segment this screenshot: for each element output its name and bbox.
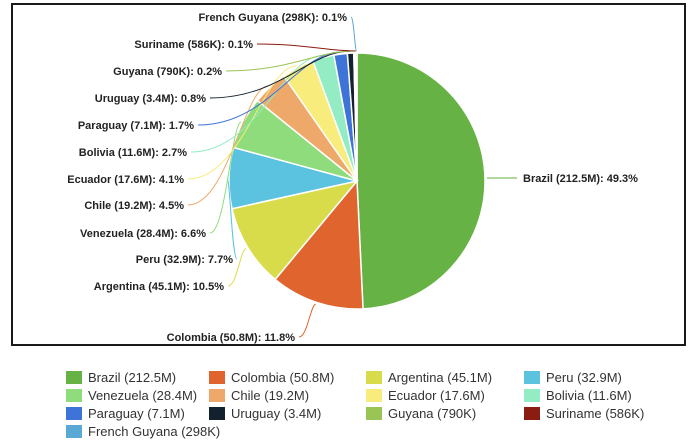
slice-label-suriname: Suriname (586K): 0.1%	[134, 39, 253, 51]
legend-label: Paraguay (7.1M)	[88, 405, 185, 421]
legend-item-suriname[interactable]: Suriname (586K)	[524, 405, 664, 421]
leader-line-colombia	[298, 303, 317, 338]
legend-label: Venezuela (28.4M)	[88, 387, 198, 403]
slice-label-bolivia: Bolivia (11.6M): 2.7%	[79, 147, 187, 159]
leader-line-suriname	[256, 43, 356, 52]
legend-swatch	[209, 388, 225, 402]
legend-label: Ecuador (17.6M)	[388, 387, 485, 403]
pie-chart: Brazil (212.5M): 49.3% Colombia (50.8M): …	[67, 12, 638, 344]
legend-item-paraguay[interactable]: Paraguay (7.1M)	[66, 405, 209, 421]
slice-label-uruguay: Uruguay (3.4M): 0.8%	[95, 93, 206, 105]
legend-label: Argentina (45.1M)	[388, 369, 493, 385]
legend-item-ecuador[interactable]: Ecuador (17.6M)	[366, 387, 524, 403]
legend-item-french-guyana[interactable]: French Guyana (298K)	[66, 423, 220, 439]
legend-swatch	[524, 388, 540, 402]
slice-label-peru: Peru (32.9M): 7.7%	[136, 254, 233, 266]
legend-label: Brazil (212.5M)	[88, 369, 177, 385]
callout-leader-lines	[187, 16, 518, 338]
slice-label-chile: Chile (19.2M): 4.5%	[84, 200, 184, 212]
legend-item-brazil[interactable]: Brazil (212.5M)	[66, 369, 209, 385]
legend-label: Colombia (50.8M)	[231, 369, 335, 385]
leader-line-bolivia	[190, 55, 323, 153]
leader-line-chile	[187, 85, 269, 206]
leader-line-argentina	[227, 248, 247, 287]
legend-item-peru[interactable]: Peru (32.9M)	[524, 369, 664, 385]
legend-label: Peru (32.9M)	[546, 369, 622, 385]
leader-line-venezuela	[209, 121, 242, 234]
slice-label-colombia: Colombia (50.8M): 11.8%	[167, 332, 296, 344]
legend-item-guyana[interactable]: Guyana (790K)	[366, 405, 524, 421]
legend-label: Bolivia (11.6M)	[546, 387, 632, 403]
slice-label-venezuela: Venezuela (28.4M): 6.6%	[80, 228, 206, 240]
pie-slice-french-guyana[interactable]	[355, 52, 358, 182]
pie-slice-brazil[interactable]	[356, 52, 486, 310]
slice-label-ecuador: Ecuador (17.6M): 4.1%	[67, 174, 184, 186]
legend-label: French Guyana (298K)	[88, 423, 221, 439]
chart-frame: Brazil (212.5M): 49.3% Colombia (50.8M): …	[11, 3, 686, 346]
legend-label: Suriname (586K)	[546, 405, 645, 421]
legend-swatch	[66, 388, 82, 402]
legend-swatch	[209, 370, 225, 384]
pie-slice-argentina[interactable]	[231, 179, 359, 281]
leader-line-french-guyana	[350, 16, 358, 52]
legend-item-uruguay[interactable]: Uruguay (3.4M)	[209, 405, 366, 421]
callout-labels: Brazil (212.5M): 49.3% Colombia (50.8M): …	[67, 12, 638, 344]
leader-line-guyana	[225, 50, 355, 72]
legend-item-bolivia[interactable]: Bolivia (11.6M)	[524, 387, 664, 403]
legend-swatch	[66, 370, 82, 384]
slice-label-guyana: Guyana (790K): 0.2%	[113, 66, 222, 78]
slice-label-paraguay: Paraguay (7.1M): 1.7%	[78, 120, 194, 132]
legend-item-colombia[interactable]: Colombia (50.8M)	[209, 369, 366, 385]
legend-swatch	[524, 406, 540, 420]
legend-swatch	[66, 406, 82, 420]
pie-slice-colombia[interactable]	[274, 179, 364, 310]
legend-label: Uruguay (3.4M)	[231, 405, 322, 421]
slice-label-brazil: Brazil (212.5M): 49.3%	[523, 173, 638, 185]
slice-label-argentina: Argentina (45.1M): 10.5%	[94, 281, 224, 293]
legend-item-argentina[interactable]: Argentina (45.1M)	[366, 369, 524, 385]
legend-swatch	[366, 388, 382, 402]
legend: Brazil (212.5M) Colombia (50.8M) Argentina…	[66, 369, 686, 439]
legend-swatch	[524, 370, 540, 384]
legend-label: Chile (19.2M)	[231, 387, 310, 403]
legend-swatch	[66, 424, 82, 438]
legend-item-chile[interactable]: Chile (19.2M)	[209, 387, 366, 403]
leader-line-uruguay	[209, 50, 351, 99]
pie-slices	[228, 52, 486, 310]
legend-swatch	[366, 370, 382, 384]
legend-label: Guyana (790K)	[388, 405, 477, 421]
slice-label-french-guyana: French Guyana (298K): 0.1%	[198, 12, 347, 24]
leader-line-paraguay	[197, 51, 341, 126]
legend-item-venezuela[interactable]: Venezuela (28.4M)	[66, 387, 209, 403]
legend-swatch	[366, 406, 382, 420]
legend-swatch	[209, 406, 225, 420]
